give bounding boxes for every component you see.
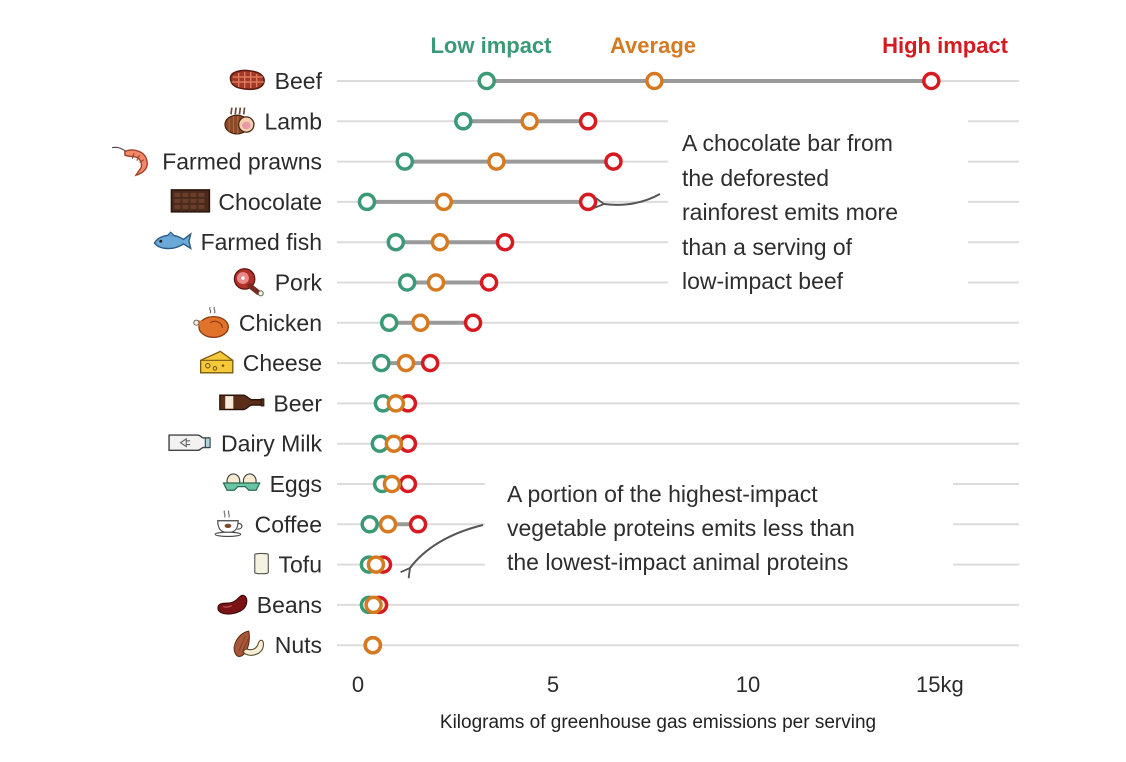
data-point-high [420, 353, 440, 373]
annotation-background [485, 478, 953, 582]
data-point-low [360, 515, 379, 534]
data-point-low [395, 152, 415, 171]
data-point-low [386, 232, 406, 252]
coffee-cup-icon [214, 509, 243, 538]
data-point-high [578, 192, 598, 212]
annotation-line: the lowest-impact animal proteins [507, 549, 848, 575]
category-label: Eggs [270, 471, 322, 497]
data-point-avg [386, 394, 406, 413]
annotation-line: than a serving of [682, 234, 853, 260]
annotation-line: low-impact beef [682, 268, 844, 294]
annotation-line: rainforest emits more [682, 199, 898, 225]
category-label: Beef [275, 68, 323, 94]
data-point-avg [487, 152, 506, 171]
data-point-avg [396, 353, 416, 373]
data-point-avg [411, 313, 430, 333]
chocolate-bar-icon [170, 189, 211, 213]
fish-icon [153, 231, 192, 250]
data-point-high [604, 152, 623, 171]
beer-bottle-icon [219, 394, 265, 411]
data-point-high [408, 515, 428, 534]
data-point-high [495, 232, 515, 252]
data-point-avg [426, 273, 446, 292]
data-point-avg [384, 434, 404, 453]
data-point-high [479, 273, 499, 292]
vegetable-annotation: A portion of the highest-impact vegetabl… [400, 478, 953, 582]
category-label: Farmed prawns [162, 149, 322, 175]
category-label: Farmed fish [201, 229, 322, 255]
ham-icon [234, 269, 263, 296]
annotation-arrow [400, 524, 484, 579]
data-point-high [463, 313, 483, 333]
x-tick-label: 0 [352, 672, 364, 697]
tofu-icon [254, 552, 269, 575]
nuts-icon [233, 630, 264, 658]
data-point-avg [378, 515, 398, 534]
data-point-low [357, 192, 377, 212]
x-axis-ticks: 0 5 10 15kg [352, 672, 964, 697]
data-point-low [372, 353, 391, 373]
legend-high-impact: High impact [882, 33, 1009, 58]
data-point-high [922, 71, 941, 91]
annotation-line: the deforested [682, 165, 829, 191]
steak-icon [229, 69, 265, 91]
legend: Low impact Average High impact [430, 33, 1008, 58]
data-point-low [397, 273, 417, 292]
cheese-icon [199, 350, 234, 374]
bean-icon [217, 594, 248, 615]
annotation-arrow [594, 193, 661, 209]
data-point-avg [434, 192, 454, 212]
data-point-avg [520, 112, 539, 131]
data-point-avg [645, 71, 664, 91]
category-label: Beans [257, 592, 322, 618]
data-point-high [398, 474, 418, 494]
data-point-low [379, 313, 399, 333]
x-tick-label: 10 [736, 672, 760, 697]
legend-average: Average [610, 33, 696, 58]
legend-low-impact: Low impact [430, 33, 552, 58]
x-tick-label: 15kg [916, 672, 964, 697]
eggs-icon [222, 473, 261, 491]
category-label: Tofu [279, 552, 322, 578]
category-label: Lamb [264, 108, 322, 134]
data-point-avg [382, 474, 402, 494]
milk-bottle-icon [168, 434, 211, 452]
data-point-high [578, 112, 598, 131]
category-label: Nuts [275, 632, 322, 658]
category-labels: Beef Lamb Farmed prawns Chocolate Farmed fis… [162, 68, 322, 658]
category-label: Cheese [243, 350, 322, 376]
category-label: Chocolate [218, 189, 322, 215]
roast-chicken-icon [194, 307, 229, 337]
annotation-line: A chocolate bar from [682, 130, 893, 156]
x-axis-title: Kilograms of greenhouse gas emissions pe… [440, 712, 876, 733]
category-label: Chicken [239, 310, 322, 336]
data-point-avg [363, 635, 383, 655]
chocolate-annotation: A chocolate bar from the deforested rain… [594, 120, 968, 296]
x-tick-label: 5 [547, 672, 559, 697]
data-point-low [454, 112, 473, 131]
prawn-icon [111, 146, 148, 176]
category-label: Beer [273, 390, 322, 416]
lamb-rack-icon [224, 106, 255, 135]
annotation-background [668, 120, 968, 296]
data-point-avg [430, 232, 450, 252]
annotation-line: vegetable proteins emits less than [507, 515, 855, 541]
category-label: Dairy Milk [221, 431, 322, 457]
category-label: Coffee [255, 511, 322, 537]
data-point-avg [366, 555, 386, 574]
data-point-avg [364, 595, 383, 615]
data-points [357, 71, 941, 655]
data-point-low [477, 71, 496, 91]
category-label: Pork [275, 270, 323, 296]
annotation-line: A portion of the highest-impact [507, 481, 818, 507]
